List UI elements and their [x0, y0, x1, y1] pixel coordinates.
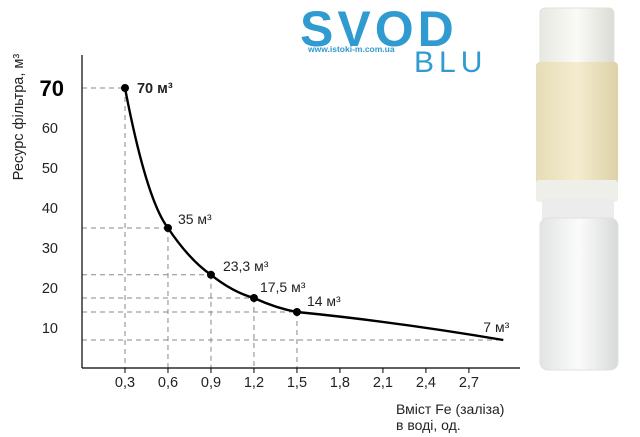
x-tick-label: 0,6 — [158, 375, 178, 391]
data-label: 14 м³ — [307, 293, 341, 309]
filter-cartridge-image — [536, 7, 619, 371]
y-tick-label: 30 — [42, 241, 58, 257]
y-ticks: 10 20 30 40 50 60 70 — [40, 76, 64, 337]
x-tick-label: 2,7 — [459, 375, 479, 391]
x-tick-label: 1,8 — [330, 375, 350, 391]
data-points — [120, 84, 301, 316]
brand-website: www.istoki-m.com.ua — [308, 44, 395, 54]
x-axis-label-line1: Вміст Fe (заліза) — [396, 401, 504, 417]
x-axis-label-line2: в воді, од. — [396, 417, 461, 433]
y-tick-label: 20 — [42, 281, 58, 297]
data-point — [206, 270, 215, 279]
series-line — [123, 87, 504, 342]
data-label: 23,3 м³ — [223, 258, 269, 274]
data-point — [120, 84, 129, 92]
x-tick-label: 0,3 — [115, 375, 135, 391]
y-tick-label: 50 — [42, 161, 58, 177]
y-tick-label-emphasis: 70 — [40, 76, 64, 101]
data-point — [249, 294, 258, 302]
y-axis-label: Ресурс фільтра, м³ — [11, 54, 27, 181]
data-point — [292, 308, 301, 316]
brand-subname: BLU — [414, 46, 488, 79]
x-tick-label: 0,9 — [201, 375, 221, 391]
y-tick-label: 40 — [42, 201, 58, 217]
data-label-end: 7 м³ — [483, 319, 509, 335]
y-tick-label: 10 — [42, 321, 58, 337]
x-ticks: 0,3 0,6 0,9 1,2 1,5 1,8 2,1 2,4 2,7 — [115, 368, 479, 391]
x-tick-label: 2,4 — [416, 375, 436, 391]
data-label: 35 м³ — [178, 211, 212, 227]
data-point — [163, 224, 172, 232]
brand-name: SVOD — [300, 1, 458, 57]
data-label: 70 м³ — [137, 81, 173, 97]
data-label: 17,5 м³ — [260, 279, 306, 295]
x-tick-label: 1,5 — [287, 375, 307, 391]
x-tick-label: 1,2 — [244, 375, 264, 391]
x-tick-label: 2,1 — [373, 375, 393, 391]
guide-lines — [82, 87, 504, 368]
y-tick-label: 60 — [42, 121, 58, 137]
brand-logo: SVOD www.istoki-m.com.ua BLU — [300, 4, 515, 84]
